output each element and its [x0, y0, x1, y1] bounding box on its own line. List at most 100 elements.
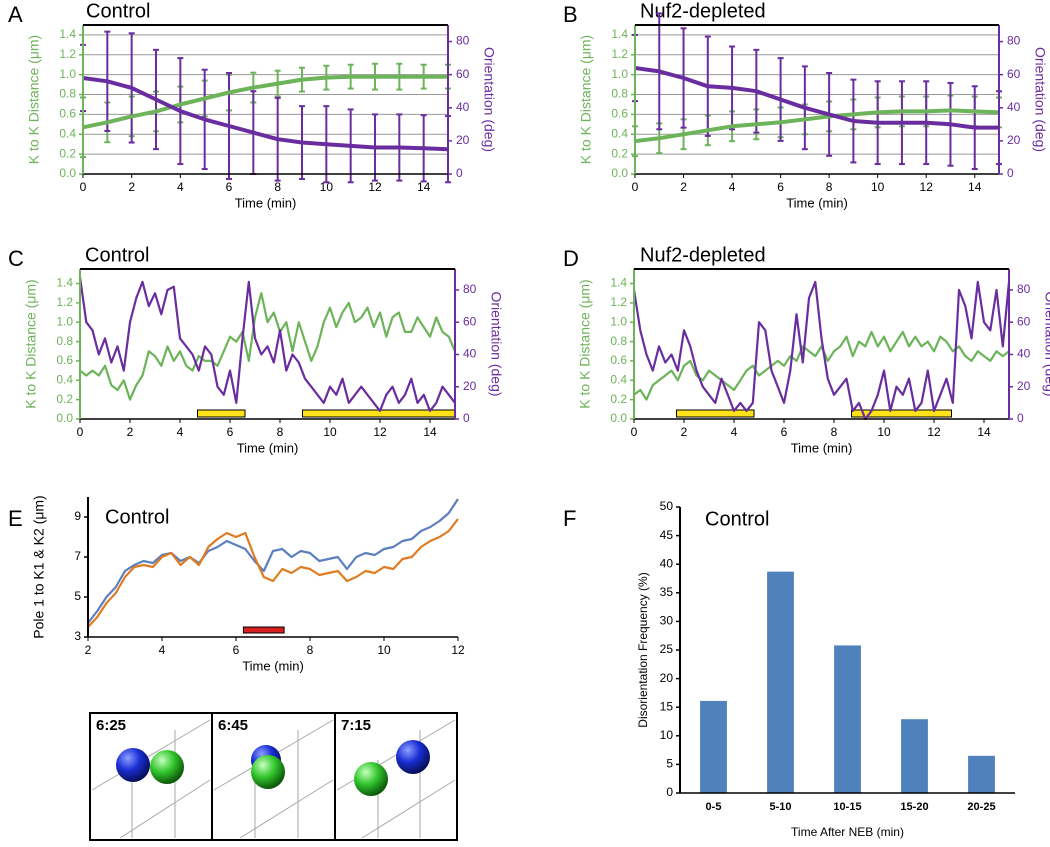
y-tick-label: 1.0 — [610, 314, 627, 328]
x-tick-label: 2 — [127, 425, 134, 439]
y-tick-label: 20 — [660, 671, 674, 685]
panel: C Control0.00.20.40.60.81.01.21.402040608… — [8, 244, 504, 455]
x-axis-title: Time (min) — [237, 440, 299, 455]
y-tick-label: 1.4 — [59, 27, 76, 41]
x-axis-title: Time (min) — [786, 195, 848, 210]
y2-tick-label: 20 — [1007, 133, 1021, 147]
panel: E Control 3 5 7 9 2 4 6 8 10 12 Time (min) Pole 1 to … — [8, 495, 465, 673]
frame-time: 7:15 — [341, 717, 371, 734]
panel-letter: B — [563, 2, 578, 27]
y-tick-label: 15 — [660, 699, 674, 713]
chart-title: Control — [705, 508, 769, 530]
panel-letter: A — [8, 2, 23, 27]
y-tick-label: 0.4 — [610, 372, 627, 386]
y-tick-label: 0.6 — [59, 107, 76, 121]
x-axis-title: Time (min) — [791, 440, 853, 455]
series-line — [82, 76, 449, 152]
panel: B Nuf2-depleted 0.0 0.2 0.4 0.6 0.8 1.0 1.2 1.4 0 2… — [563, 0, 1048, 210]
y2-tick-label: 80 — [1017, 282, 1031, 296]
bar — [901, 719, 928, 793]
y-tick-label: 9 — [74, 509, 81, 523]
x-tick-label: 4 — [159, 643, 166, 657]
series-line — [78, 276, 456, 412]
y-tick-label: 0.2 — [59, 146, 76, 160]
x-tick-label: 8 — [307, 643, 314, 657]
x-tick-label: 14 — [968, 180, 982, 194]
panel: D Nuf2-depleted 0.0 0.2 0.4 0.6 0.8 1.0 1.2 1.4 0 2… — [563, 244, 1050, 455]
y2-tick-label: 60 — [1017, 314, 1031, 328]
green-kinetochore — [251, 755, 285, 789]
y2-tick-label: 60 — [1007, 67, 1021, 81]
y-tick-label: 0.4 — [59, 126, 76, 140]
y2-tick-label: 80 — [456, 34, 470, 48]
x-tick-label: 15-20 — [900, 801, 928, 813]
x-tick-label: 2 — [680, 180, 687, 194]
x-tick-label: 4 — [731, 425, 738, 439]
y-tick-label: 0.0 — [59, 166, 76, 180]
y-tick-label: 1.0 — [611, 67, 628, 81]
x-tick-label: 10 — [320, 180, 334, 194]
panel-letter: E — [8, 506, 23, 531]
x-tick-label: 12 — [373, 425, 387, 439]
x-tick-label: 20-25 — [967, 801, 995, 813]
x-tick-label: 14 — [977, 425, 991, 439]
blue-kinetochore — [396, 740, 430, 774]
frame-time: 6:45 — [218, 717, 248, 734]
x-tick-label: 12 — [920, 180, 934, 194]
x-axis-title: Time (min) — [235, 195, 297, 210]
y-tick-label: 0.4 — [56, 372, 73, 386]
y-tick-label: 3 — [74, 629, 81, 643]
y-tick-label: 0.6 — [56, 353, 73, 367]
y-tick-label: 0.0 — [611, 166, 628, 180]
y-tick-label: 0 — [666, 785, 673, 799]
x-tick-label: 2 — [85, 643, 92, 657]
y-tick-label: 0.8 — [611, 87, 628, 101]
y-tick-label: 1.4 — [610, 276, 627, 290]
y-tick-label: 0.8 — [56, 334, 73, 348]
y2-tick-label: 80 — [1007, 34, 1021, 48]
frames: 6:25 6:45 7:15 — [89, 712, 458, 841]
panel-letter: C — [8, 246, 24, 271]
chart-title: Control — [105, 506, 169, 528]
y-tick-label: 1.2 — [611, 47, 628, 61]
highlight-bar — [851, 409, 952, 418]
x-tick-label: 2 — [681, 425, 688, 439]
y-tick-label: 7 — [74, 549, 81, 563]
x-tick-label: 6 — [777, 180, 784, 194]
y-tick-label: 0.8 — [610, 334, 627, 348]
x-axis-title: Time After NEB (min) — [791, 825, 904, 839]
x-tick-label: 8 — [274, 180, 281, 194]
y2-tick-label: 20 — [456, 133, 470, 147]
series-line — [87, 518, 459, 628]
y-tick-label: 1.2 — [56, 295, 73, 309]
green-kinetochore — [354, 762, 388, 796]
y2-axis-title: Orientation (deg) — [1042, 291, 1050, 396]
grid-stroke — [91, 719, 211, 791]
y-tick-label: 35 — [660, 585, 674, 599]
y2-tick-label: 0 — [456, 166, 463, 180]
x-tick-label: 0 — [80, 180, 87, 194]
x-tick-label: 8 — [277, 425, 284, 439]
y-tick-label: 1.4 — [611, 27, 628, 41]
y-tick-label: 1.2 — [610, 295, 627, 309]
y-axis-title: K to K Distance (μm) — [26, 35, 42, 164]
y2-tick-label: 60 — [463, 314, 477, 328]
y2-tick-label: 0 — [1007, 166, 1014, 180]
y-tick-label: 1.0 — [56, 314, 73, 328]
x-tick-label: 4 — [729, 180, 736, 194]
x-tick-label: 4 — [177, 180, 184, 194]
y-tick-label: 25 — [660, 642, 674, 656]
x-tick-label: 10 — [323, 425, 337, 439]
x-tick-label: 10 — [871, 180, 885, 194]
x-tick-label: 6 — [226, 180, 233, 194]
x-tick-label: 14 — [417, 180, 431, 194]
series-line — [633, 330, 1010, 401]
y-tick-label: 0.6 — [610, 353, 627, 367]
x-tick-label: 12 — [927, 425, 941, 439]
highlight-bar — [242, 626, 285, 634]
series-line — [634, 108, 1000, 144]
green-kinetochore — [150, 750, 184, 784]
x-tick-label: 8 — [826, 180, 833, 194]
x-tick-label: 5-10 — [769, 801, 791, 813]
